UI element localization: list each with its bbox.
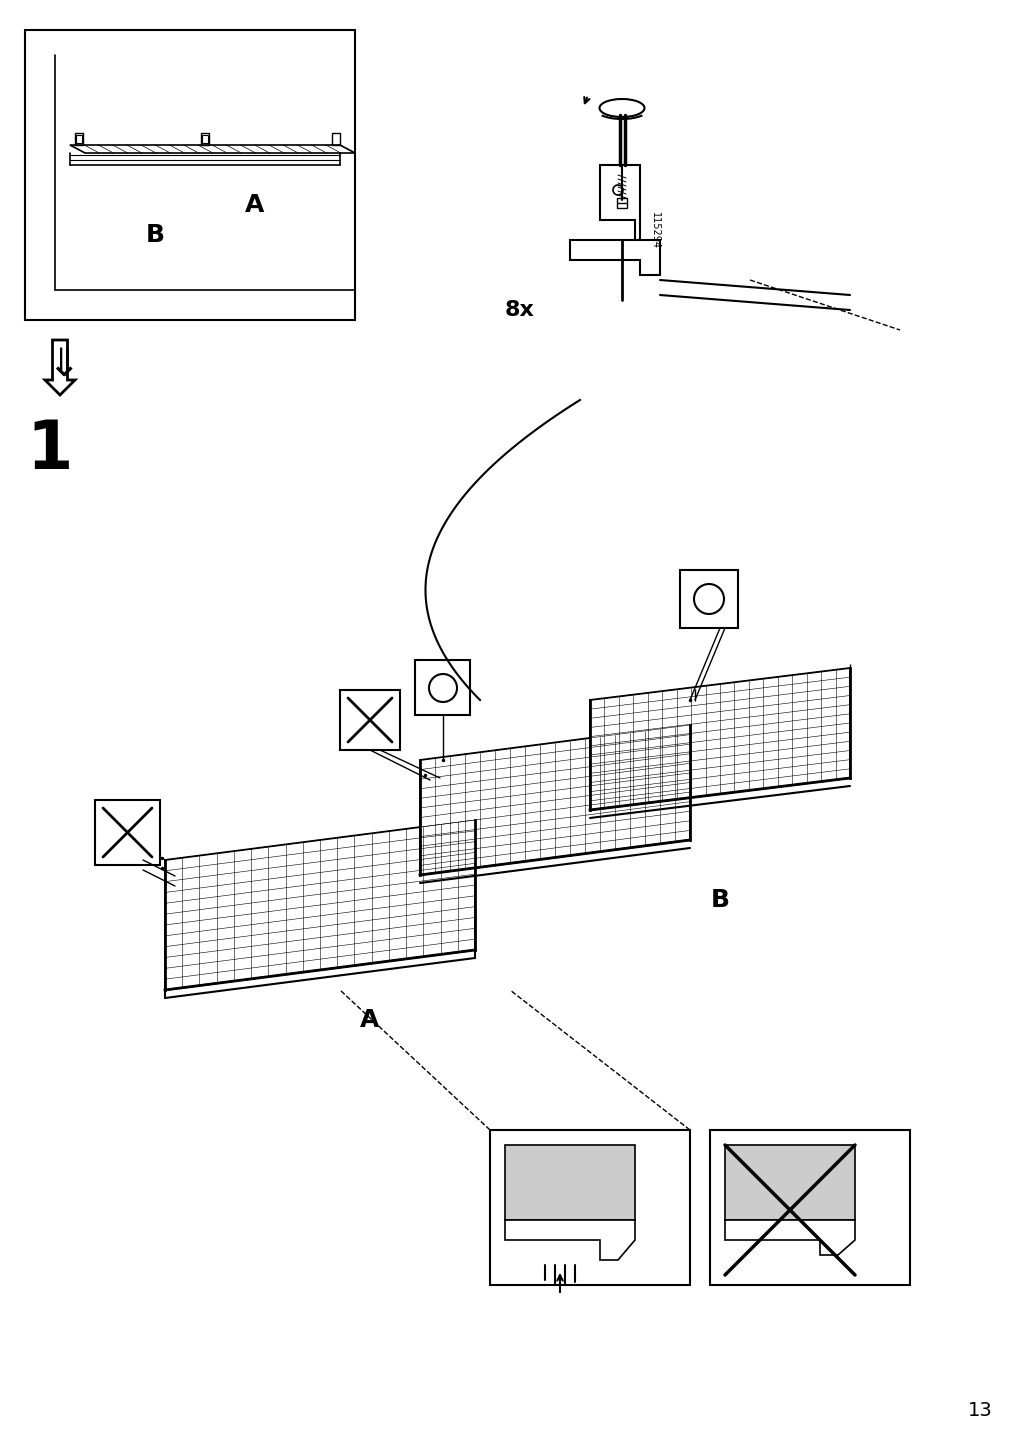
Bar	[332, 133, 340, 145]
Ellipse shape	[599, 99, 644, 117]
Bar	[340, 690, 399, 750]
Text: B: B	[710, 888, 729, 912]
Bar	[710, 1130, 909, 1285]
Bar	[201, 133, 209, 145]
Circle shape	[429, 674, 457, 702]
Circle shape	[694, 584, 723, 614]
Text: 115294: 115294	[649, 212, 659, 249]
Text: 1: 1	[26, 417, 73, 483]
Text: B: B	[146, 223, 165, 246]
Text: ⇓: ⇓	[47, 347, 79, 384]
Circle shape	[613, 185, 623, 195]
Bar	[504, 1146, 634, 1220]
Bar	[95, 800, 160, 865]
Polygon shape	[70, 145, 355, 153]
Bar	[617, 198, 627, 208]
Bar	[76, 135, 82, 143]
Text: A: A	[360, 1008, 379, 1032]
FancyArrow shape	[44, 339, 75, 395]
Polygon shape	[600, 165, 639, 241]
Bar	[415, 660, 469, 715]
Polygon shape	[589, 667, 849, 811]
Bar	[489, 1130, 690, 1285]
Text: A: A	[245, 193, 265, 218]
Polygon shape	[420, 725, 690, 875]
Text: 8x: 8x	[504, 299, 535, 319]
Polygon shape	[504, 1220, 634, 1260]
Polygon shape	[724, 1220, 854, 1254]
Polygon shape	[569, 241, 659, 275]
Bar	[679, 570, 737, 629]
Bar	[724, 1146, 854, 1220]
Text: 13: 13	[967, 1400, 992, 1419]
Bar	[25, 30, 355, 319]
Bar	[75, 133, 83, 145]
Bar	[202, 135, 208, 143]
Polygon shape	[165, 821, 474, 990]
